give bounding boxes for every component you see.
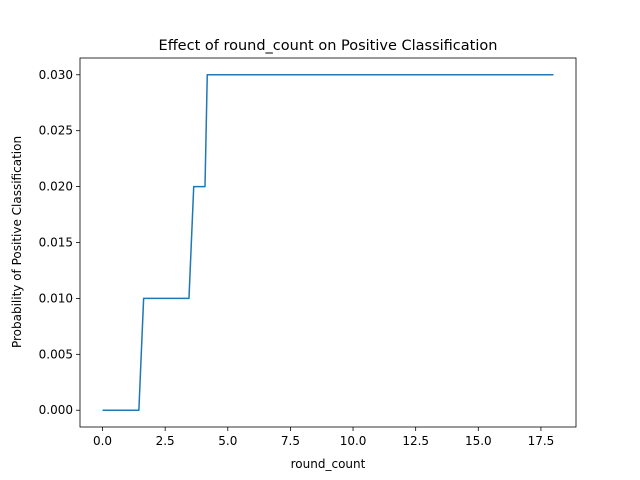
y-tick-label: 0.015 [39,236,73,250]
y-tick-label: 0.025 [39,124,73,138]
y-tick-label: 0.030 [39,68,73,82]
x-axis-title: round_count [291,457,366,471]
x-tick-label: 0.0 [93,434,112,448]
y-tick-label: 0.005 [39,347,73,361]
x-tick-label: 17.5 [528,434,555,448]
y-tick-label: 0.020 [39,180,73,194]
x-tick-label: 12.5 [402,434,429,448]
x-tick-label: 7.5 [281,434,300,448]
plot-layer: 0.0 2.5 5.0 7.5 10.0 12.5 15.0 17.5 0.000 0.005 0.… [39,57,577,448]
y-tick-label: 0.000 [39,403,73,417]
y-axis-title: Probability of Positive Classification [10,136,24,348]
chart-title: Effect of round_count on Positive Classi… [159,38,498,54]
y-tick-label: 0.010 [39,291,73,305]
series-line-0 [102,74,554,411]
x-tick-label: 15.0 [465,434,492,448]
x-tick-label: 5.0 [218,434,237,448]
x-tick-label: 2.5 [156,434,175,448]
x-tick-label: 10.0 [340,434,367,448]
